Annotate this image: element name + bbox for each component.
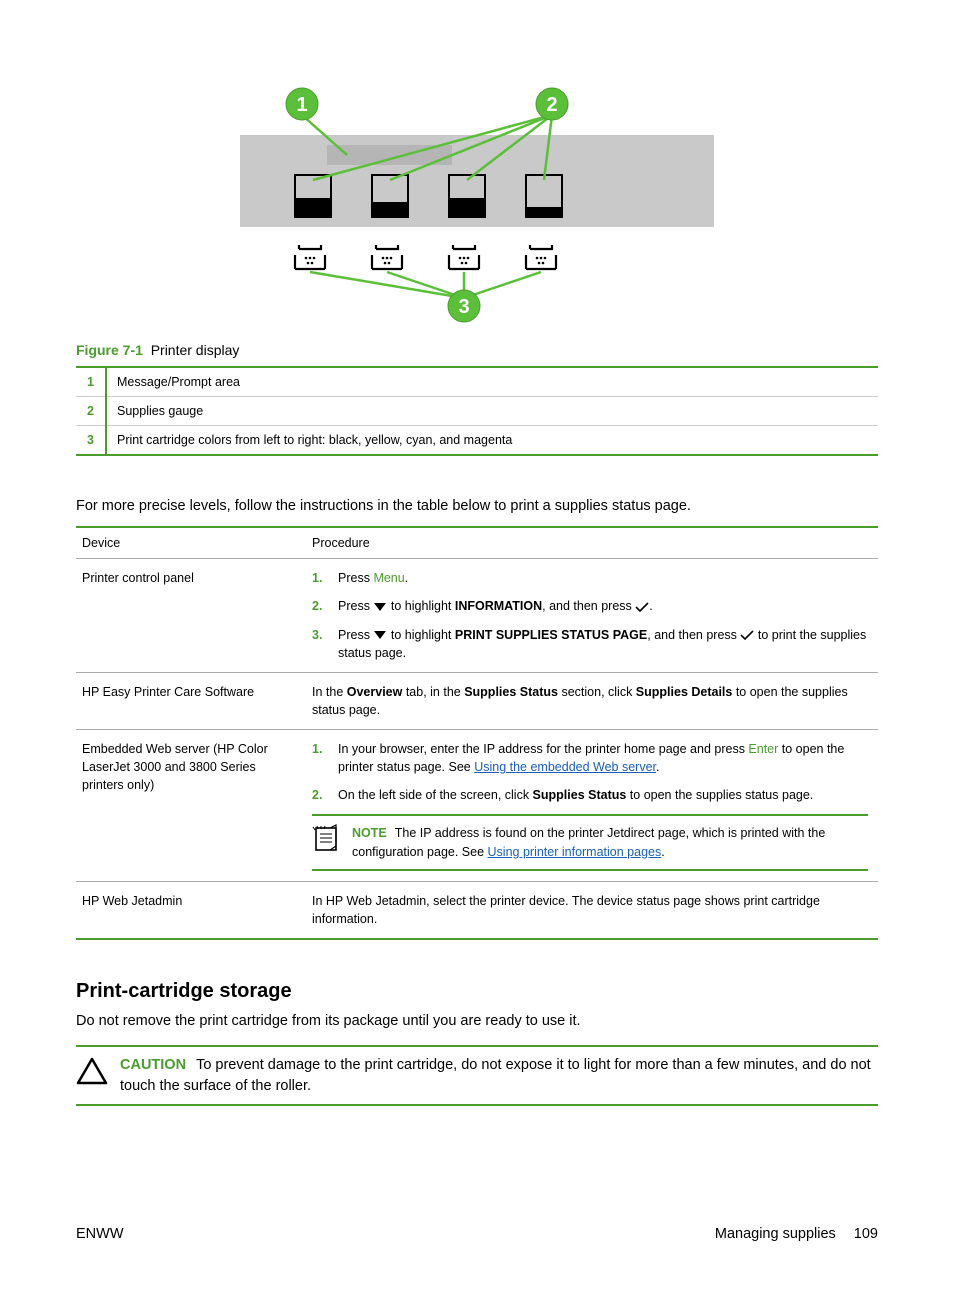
callout-2: 2 [546, 94, 557, 116]
step-number: 2. [312, 786, 338, 804]
procedure-cell: 1. Press Menu. 2. Press to highlight INF… [306, 559, 878, 673]
table-row: HP Easy Printer Care Software In the Ove… [76, 672, 878, 729]
caution-icon [76, 1057, 108, 1085]
note-label: NOTE [352, 826, 387, 840]
printer-display-diagram: 1 2 3 [232, 80, 722, 330]
footer-left: ENWW [76, 1226, 124, 1242]
legend-row: 1 Message/Prompt area [76, 367, 878, 397]
device-cell: Embedded Web server (HP Color LaserJet 3… [76, 730, 306, 882]
table-row: HP Web Jetadmin In HP Web Jetadmin, sele… [76, 881, 878, 939]
step-number: 1. [312, 740, 338, 776]
legend-row: 3 Print cartridge colors from left to ri… [76, 426, 878, 456]
device-cell: Printer control panel [76, 559, 306, 673]
down-arrow-icon [373, 602, 387, 612]
procedure-cell: In HP Web Jetadmin, select the printer d… [306, 881, 878, 939]
section-paragraph: Do not remove the print cartridge from i… [76, 1011, 878, 1031]
caution-label: CAUTION [120, 1057, 186, 1073]
note-icon [312, 824, 342, 854]
note-box: NOTEThe IP address is found on the print… [312, 814, 868, 870]
legend-text: Supplies gauge [106, 397, 878, 426]
section-heading: Print-cartridge storage [76, 980, 878, 1003]
intro-paragraph: For more precise levels, follow the inst… [76, 496, 878, 516]
header-procedure: Procedure [306, 527, 878, 559]
step-text: In your browser, enter the IP address fo… [338, 740, 868, 776]
step-number: 3. [312, 626, 338, 662]
legend-text: Message/Prompt area [106, 367, 878, 397]
step-text: Press to highlight PRINT SUPPLIES STATUS… [338, 626, 868, 662]
legend-row: 2 Supplies gauge [76, 397, 878, 426]
link-printer-info-pages[interactable]: Using printer information pages [488, 845, 662, 859]
legend-num: 3 [76, 426, 106, 456]
link-embedded-web-server[interactable]: Using the embedded Web server [474, 760, 656, 774]
legend-text: Print cartridge colors from left to righ… [106, 426, 878, 456]
page-footer: ENWW Managing supplies 109 [76, 1226, 878, 1242]
step-text: On the left side of the screen, click Su… [338, 786, 868, 804]
footer-section: Managing supplies [715, 1226, 836, 1242]
procedure-cell: 1. In your browser, enter the IP address… [306, 730, 878, 882]
caution-box: CAUTIONTo prevent damage to the print ca… [76, 1045, 878, 1106]
figure-legend-table: 1 Message/Prompt area 2 Supplies gauge 3… [76, 366, 878, 456]
check-icon [635, 602, 649, 612]
step-text: Press Menu. [338, 569, 868, 587]
callout-1: 1 [296, 94, 307, 116]
callout-3: 3 [458, 296, 469, 318]
figure-title: Printer display [151, 342, 240, 358]
step-text: Press to highlight INFORMATION, and then… [338, 597, 868, 615]
figure-7-1: 1 2 3 [76, 80, 878, 330]
procedure-cell: In the Overview tab, in the Supplies Sta… [306, 672, 878, 729]
table-row: Embedded Web server (HP Color LaserJet 3… [76, 730, 878, 882]
header-device: Device [76, 527, 306, 559]
step-number: 2. [312, 597, 338, 615]
legend-num: 2 [76, 397, 106, 426]
step-number: 1. [312, 569, 338, 587]
legend-num: 1 [76, 367, 106, 397]
procedure-table: Device Procedure Printer control panel 1… [76, 526, 878, 940]
page-number: 109 [854, 1226, 878, 1242]
device-cell: HP Web Jetadmin [76, 881, 306, 939]
device-cell: HP Easy Printer Care Software [76, 672, 306, 729]
table-row: Printer control panel 1. Press Menu. 2. … [76, 559, 878, 673]
figure-caption: Figure 7-1 Printer display [76, 342, 878, 358]
figure-label: Figure 7-1 [76, 342, 143, 358]
check-icon [740, 630, 754, 640]
caution-text: To prevent damage to the print cartridge… [120, 1057, 871, 1093]
down-arrow-icon [373, 630, 387, 640]
